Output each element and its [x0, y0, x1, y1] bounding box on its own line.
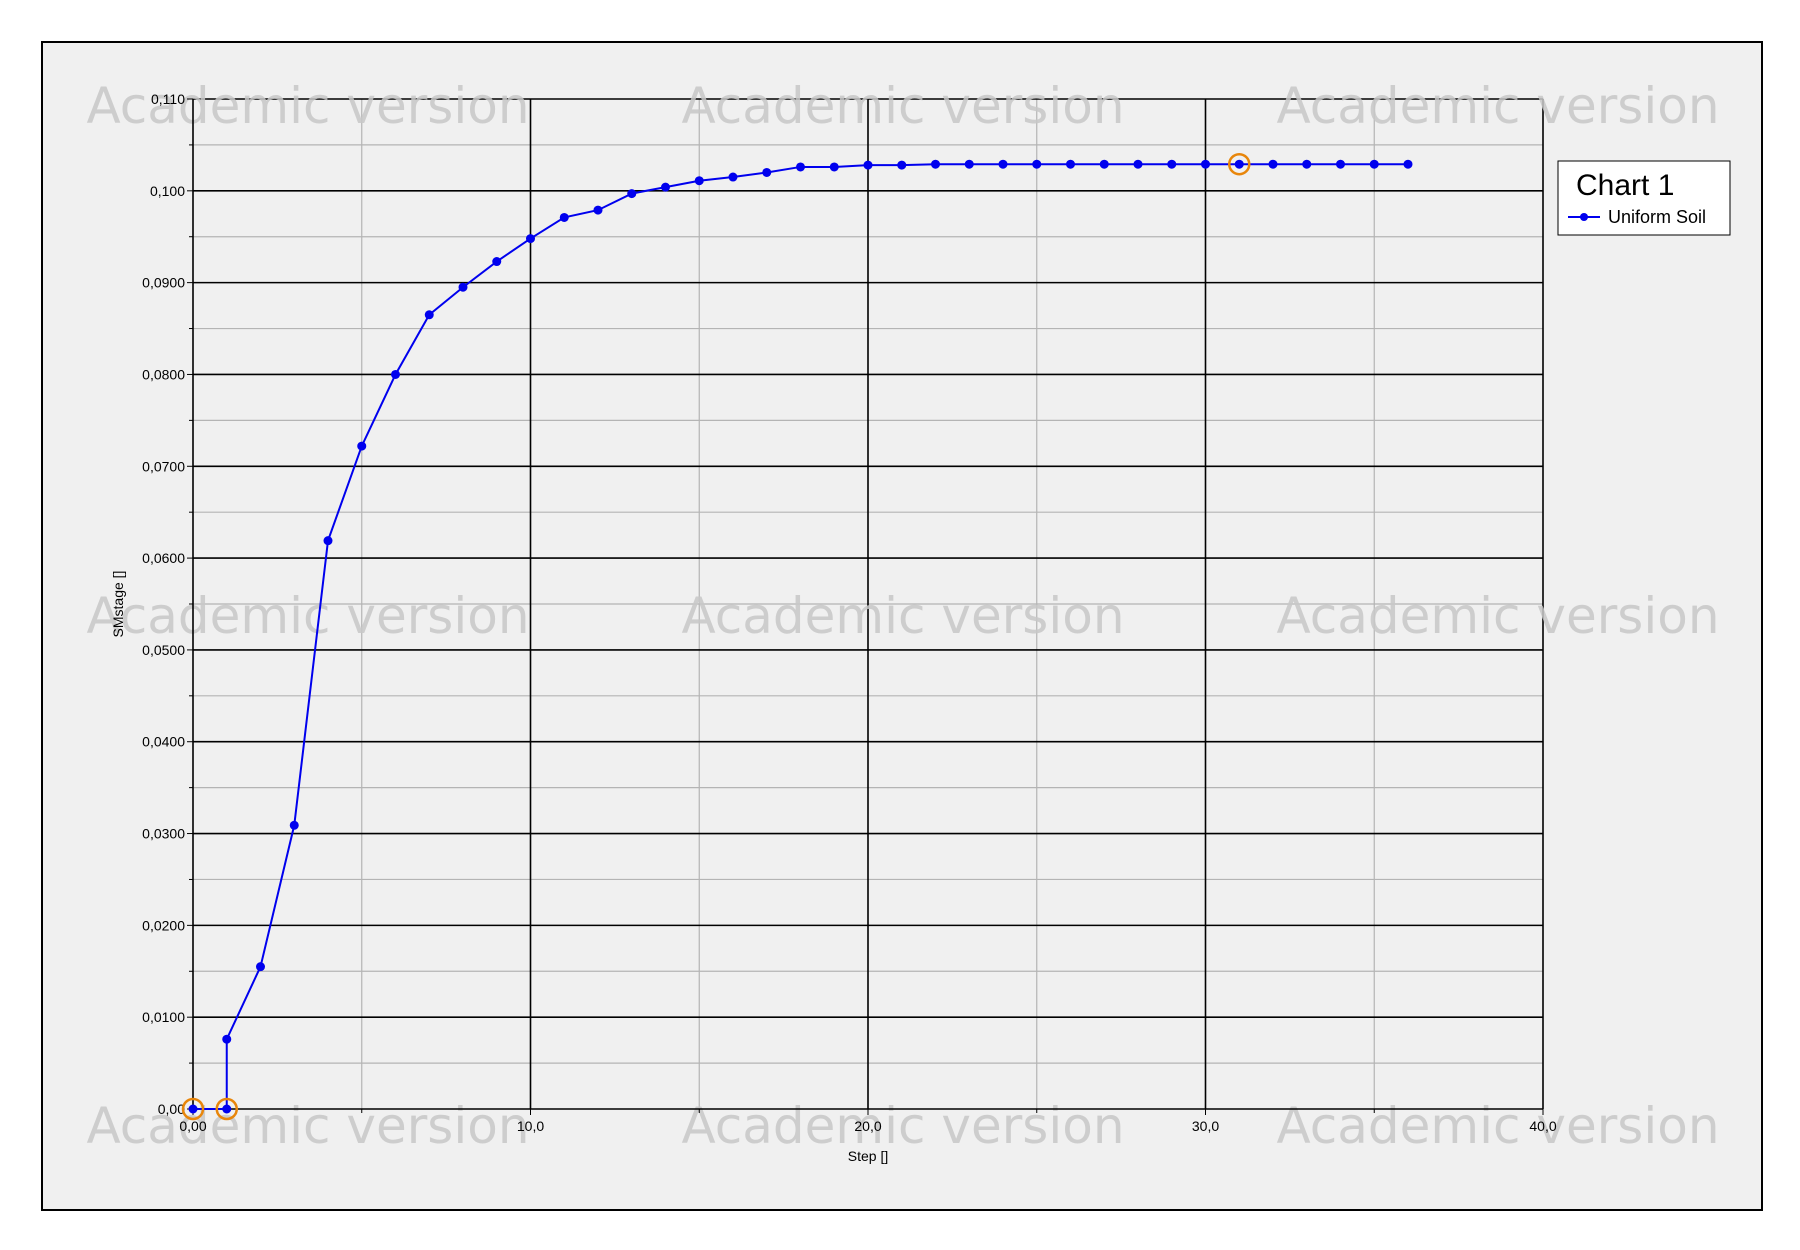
- data-point: [1403, 159, 1413, 169]
- x-tick-label: 40,0: [1529, 1118, 1556, 1134]
- axis-layer: 0,00 10,0 20,0 30,0 40,0 0,00 0,0100 0,0200 0,03…: [142, 91, 1557, 1134]
- data-point: [492, 257, 502, 267]
- watermark-layer: Academic version Academic version Academic…: [86, 77, 1719, 1155]
- x-tick-label: 30,0: [1192, 1118, 1219, 1134]
- x-tick-label: 0,00: [179, 1118, 206, 1134]
- legend-series-marker: [1580, 213, 1588, 221]
- data-point: [222, 1034, 232, 1044]
- legend-title: Chart 1: [1576, 169, 1674, 202]
- series-line-uniform-soil: [193, 163, 1408, 1110]
- grid-layer: [193, 98, 1544, 1109]
- data-point: [424, 310, 434, 320]
- data-point: [1167, 159, 1177, 169]
- data-point: [931, 159, 940, 169]
- y-axis-title: SMstage []: [110, 571, 126, 638]
- data-point: [289, 820, 299, 830]
- data-point: [1336, 159, 1345, 169]
- y-tick-label: 0,00: [158, 1101, 185, 1117]
- legend-box: [1557, 160, 1731, 236]
- x-tick-label: 10,0: [517, 1118, 544, 1134]
- y-tick-label: 0,0900: [142, 275, 185, 291]
- data-point: [1066, 159, 1075, 169]
- x-tick-label: 20,0: [854, 1118, 881, 1134]
- watermark-text: Academic version: [86, 1097, 529, 1155]
- data-point: [357, 441, 367, 451]
- data-point: [1099, 159, 1109, 169]
- data-point: [1201, 159, 1210, 169]
- y-tick-label: 0,0200: [142, 917, 185, 933]
- highlight-marker: [181, 1097, 205, 1121]
- watermark-text: Academic version: [86, 587, 529, 645]
- data-point: [762, 167, 772, 177]
- data-point: [526, 234, 535, 244]
- data-point: [627, 189, 637, 199]
- data-point: [829, 162, 839, 172]
- data-point: [661, 182, 670, 192]
- highlight-marker: [1228, 152, 1251, 176]
- y-tick-label: 0,100: [150, 183, 185, 199]
- y-tick-label: 0,0600: [142, 550, 185, 566]
- data-point: [863, 160, 873, 170]
- watermark-text: Academic version: [86, 77, 529, 135]
- data-point: [458, 282, 468, 292]
- data-point: [391, 369, 400, 379]
- y-tick-label: 0,0800: [142, 366, 185, 382]
- data-point: [1133, 159, 1143, 169]
- data-point: [1032, 159, 1042, 169]
- data-point: [1268, 159, 1278, 169]
- data-point: [897, 160, 907, 170]
- data-point: [1369, 159, 1379, 169]
- data-point: [222, 1104, 232, 1114]
- series-layer: [188, 159, 1413, 1114]
- data-point: [694, 176, 704, 186]
- data-point: [256, 962, 265, 972]
- watermark-text: Academic version: [1276, 1097, 1719, 1155]
- y-tick-label: 0,0100: [142, 1009, 185, 1025]
- data-point: [188, 1104, 198, 1114]
- watermark-text: Academic version: [681, 1097, 1124, 1155]
- data-point: [796, 162, 805, 172]
- y-tick-label: 0,110: [151, 91, 185, 107]
- chart-canvas: Academic version Academic version Academic…: [86, 77, 1731, 1164]
- highlight-layer: [181, 152, 1251, 1121]
- watermark-text: Academic version: [681, 77, 1124, 135]
- data-point: [1234, 159, 1244, 169]
- data-point: [323, 536, 333, 546]
- watermark-text: Academic version: [681, 587, 1124, 645]
- y-tick-label: 0,0300: [142, 826, 185, 842]
- y-tick-label: 0,0500: [142, 642, 185, 658]
- data-point: [964, 159, 974, 169]
- data-point: [728, 172, 738, 182]
- data-point: [1302, 159, 1312, 169]
- data-point: [559, 212, 569, 222]
- x-axis-title: Step []: [848, 1148, 888, 1164]
- legend-entry-uniform-soil: Uniform Soil: [1608, 207, 1706, 227]
- highlight-marker: [215, 1097, 238, 1121]
- data-point: [593, 205, 603, 215]
- watermark-text: Academic version: [1276, 77, 1719, 135]
- y-tick-label: 0,0400: [142, 734, 185, 750]
- chart-frame: Academic version Academic version Academic…: [41, 41, 1763, 1211]
- data-point: [998, 159, 1008, 169]
- watermark-text: Academic version: [1276, 587, 1719, 645]
- legend: Chart 1 Uniform Soil: [1557, 160, 1731, 236]
- y-tick-label: 0,0700: [142, 458, 185, 474]
